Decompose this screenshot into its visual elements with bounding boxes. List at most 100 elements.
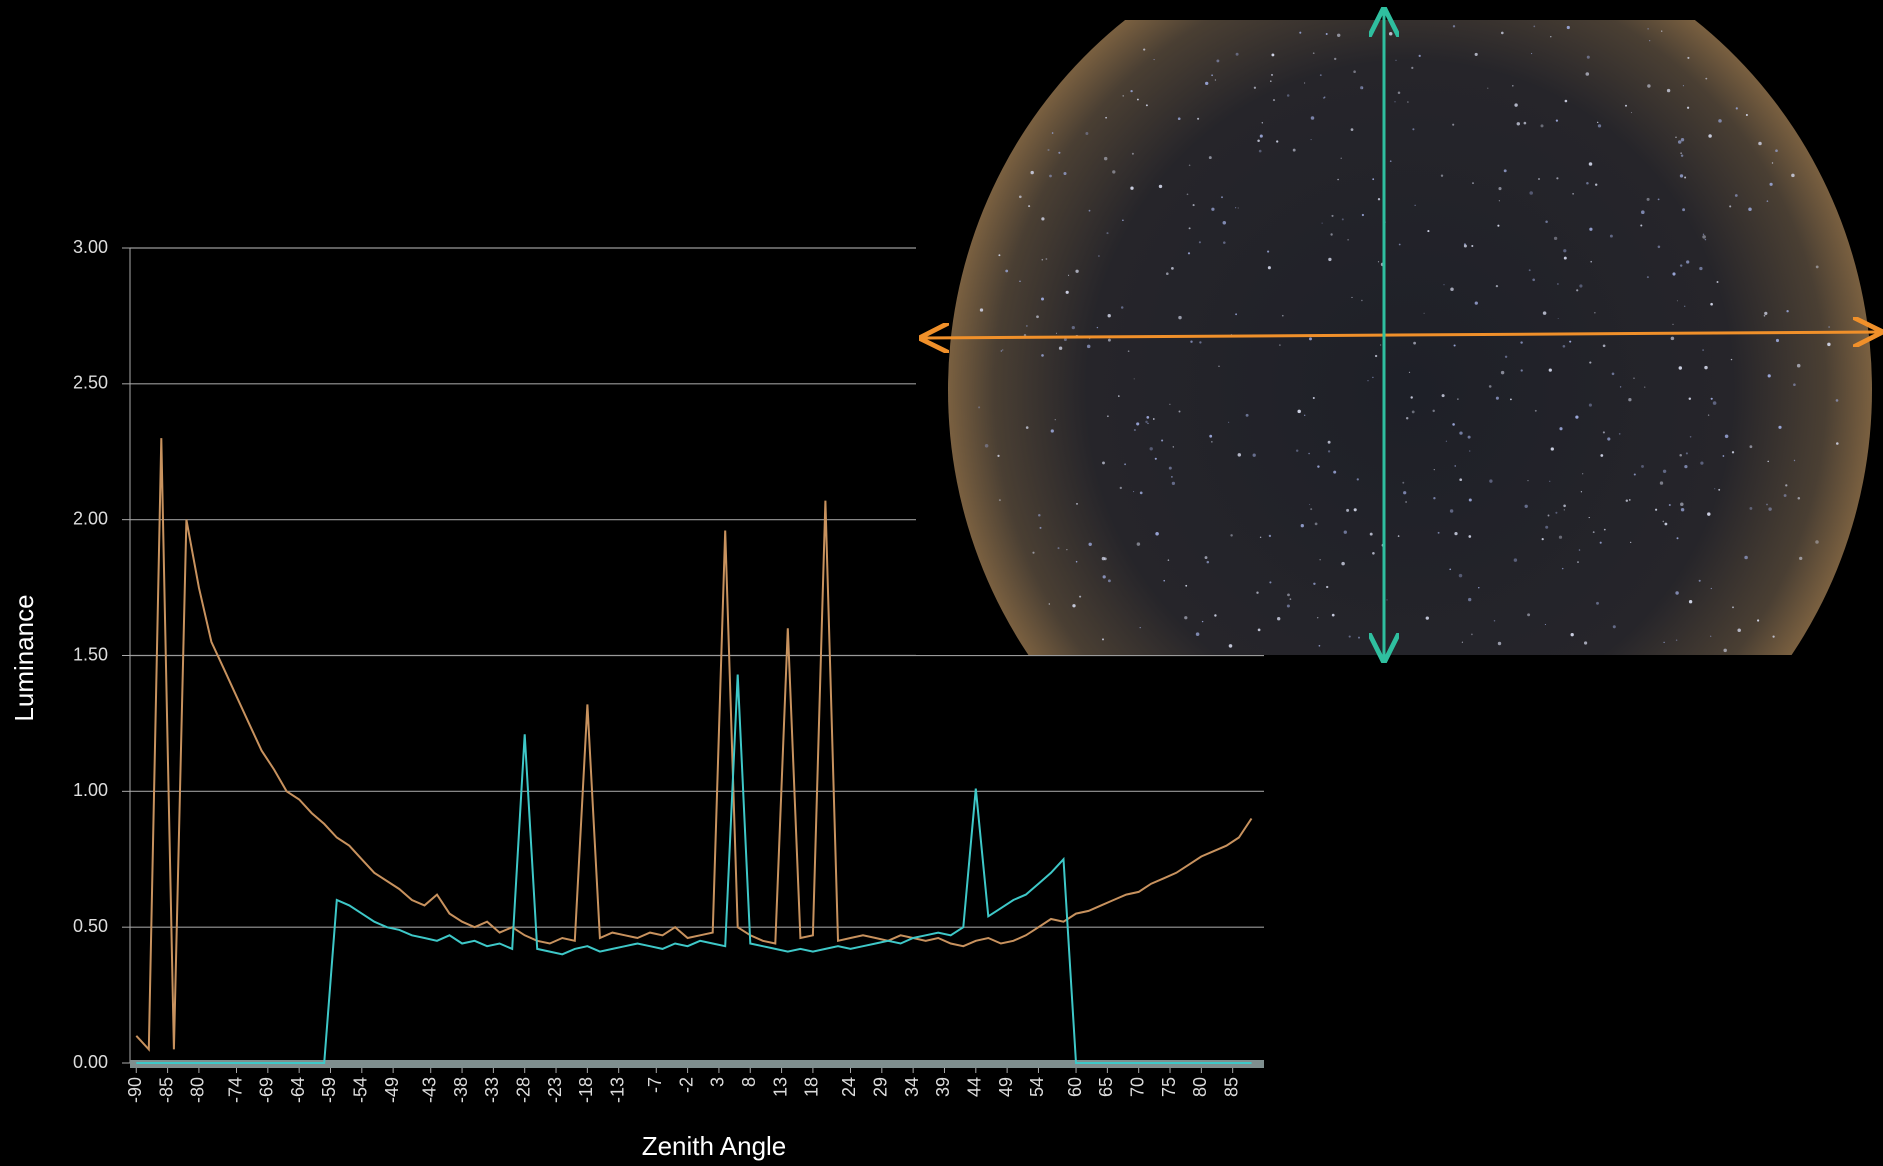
star <box>1453 344 1456 347</box>
x-tick-label: -33 <box>482 1077 502 1103</box>
star <box>1085 132 1089 135</box>
star <box>1336 33 1341 38</box>
star <box>1757 619 1760 622</box>
star <box>1131 152 1134 155</box>
star <box>1698 579 1701 582</box>
star <box>1487 87 1489 89</box>
star <box>1228 644 1233 648</box>
star <box>1039 526 1042 529</box>
star <box>1458 573 1463 578</box>
star <box>1330 233 1333 236</box>
star <box>1625 499 1629 502</box>
star <box>1319 74 1322 76</box>
star <box>1041 258 1044 261</box>
star <box>1730 358 1733 361</box>
star <box>1418 54 1421 58</box>
star <box>1657 198 1660 201</box>
star <box>1647 84 1651 88</box>
star <box>1687 56 1690 59</box>
star <box>1169 403 1171 405</box>
y-tick-label: 0.00 <box>73 1052 108 1072</box>
star <box>1532 278 1536 282</box>
x-tick-label: 44 <box>965 1077 985 1097</box>
star <box>1068 274 1070 276</box>
star <box>1527 479 1529 482</box>
star <box>1633 377 1635 379</box>
star <box>1122 95 1124 97</box>
star <box>1672 272 1676 276</box>
star <box>1237 207 1239 209</box>
star <box>1682 85 1684 87</box>
star <box>1689 436 1692 438</box>
star <box>1258 149 1262 153</box>
star <box>1149 447 1153 451</box>
star <box>1471 244 1474 248</box>
star <box>1498 187 1502 191</box>
series-line <box>135 438 1253 1052</box>
star <box>1474 52 1478 56</box>
star <box>1449 509 1454 513</box>
star <box>1049 174 1052 178</box>
star <box>1547 514 1550 517</box>
star <box>1286 604 1290 608</box>
star <box>1076 503 1078 505</box>
star <box>1724 434 1729 439</box>
star <box>1122 219 1124 222</box>
star <box>1118 395 1120 397</box>
star <box>1433 497 1436 500</box>
star <box>984 444 989 448</box>
star <box>1723 648 1727 653</box>
star <box>1686 106 1690 109</box>
star <box>1211 74 1213 77</box>
star <box>1685 452 1688 455</box>
star <box>1075 269 1079 273</box>
star <box>1271 73 1273 76</box>
x-tick-label: -80 <box>188 1077 208 1103</box>
star <box>1171 267 1174 270</box>
star <box>1410 396 1413 399</box>
star <box>1735 107 1738 110</box>
star <box>1389 160 1392 163</box>
star <box>1245 413 1249 417</box>
star <box>1192 204 1195 207</box>
x-tick-label: -38 <box>451 1077 471 1103</box>
star <box>1478 587 1480 589</box>
star <box>1166 272 1169 275</box>
star <box>1398 243 1401 246</box>
star <box>1612 625 1616 629</box>
x-tick-label: 24 <box>839 1077 859 1097</box>
star <box>1361 87 1363 89</box>
star <box>1557 318 1559 319</box>
star <box>1504 355 1508 359</box>
star <box>1679 174 1684 178</box>
star <box>1796 363 1801 368</box>
star <box>1520 341 1523 344</box>
star <box>1425 616 1429 620</box>
star <box>1178 315 1182 320</box>
star <box>1041 217 1045 221</box>
star <box>1836 442 1839 445</box>
star <box>1405 417 1409 420</box>
star <box>1235 313 1237 316</box>
y-tick-label: 1.50 <box>73 644 108 664</box>
star <box>1647 28 1649 30</box>
star <box>1680 154 1684 157</box>
star <box>1641 210 1645 214</box>
star <box>1582 473 1584 475</box>
star <box>1079 595 1082 598</box>
star <box>1101 556 1106 561</box>
star <box>1377 198 1381 201</box>
star <box>1337 178 1339 181</box>
star <box>1045 258 1048 260</box>
star <box>1534 409 1537 412</box>
star <box>978 406 981 409</box>
star <box>1292 148 1296 152</box>
star <box>1136 98 1139 101</box>
chart: 0.000.501.001.502.002.503.00-90 -85 -80 -74… <box>73 237 1264 1103</box>
star <box>1767 374 1771 378</box>
star <box>1086 344 1091 349</box>
star <box>1259 536 1262 539</box>
star <box>1168 466 1172 470</box>
star <box>1272 99 1276 102</box>
star <box>1347 239 1349 241</box>
